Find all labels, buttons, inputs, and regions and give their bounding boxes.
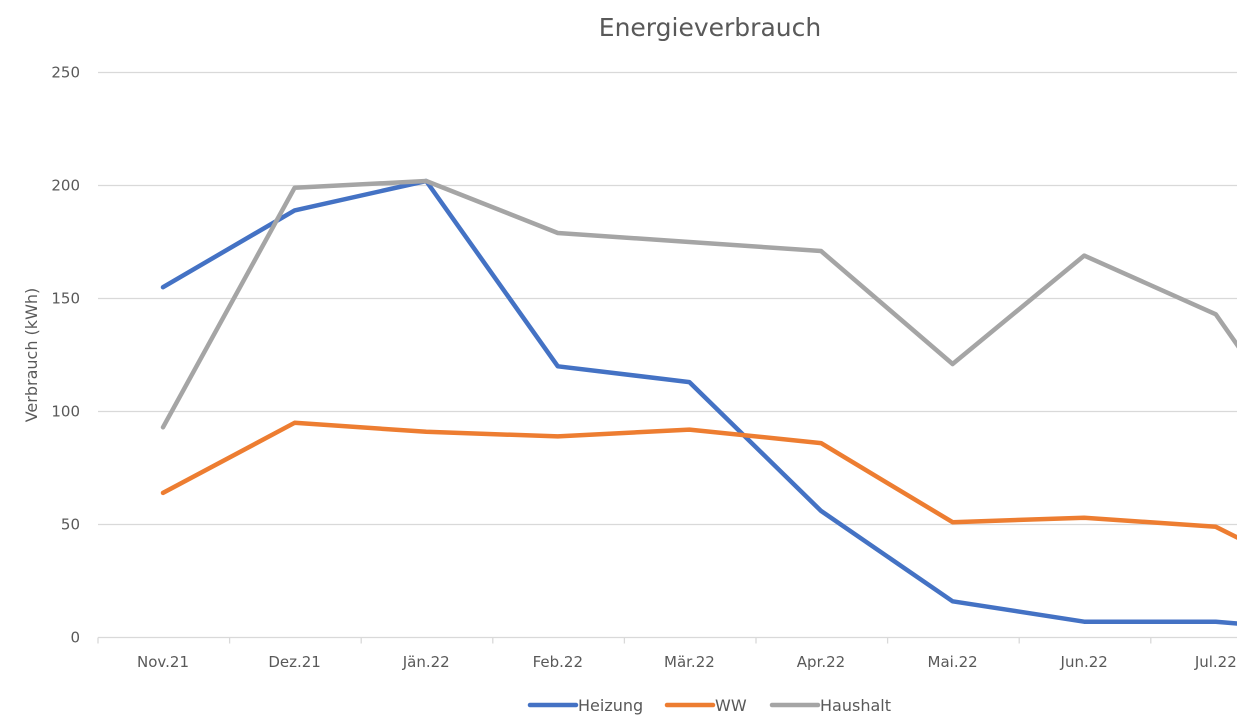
y-axis-ticks: 0 50 100 150 200 250	[51, 64, 80, 647]
series-line-haushalt	[160, 178, 1237, 430]
x-tick-label: Jun.22	[1060, 653, 1108, 671]
y-tick-label: 200	[51, 177, 80, 195]
y-tick-label: 50	[61, 516, 80, 534]
x-tick-label: Mai.22	[928, 653, 978, 671]
x-tick-label: Dez.21	[268, 653, 321, 671]
chart-title: Energieverbrauch	[599, 13, 821, 42]
y-axis-label: Verbrauch (kWh)	[22, 288, 41, 423]
gridlines	[98, 71, 1237, 526]
legend-label: Haushalt	[820, 696, 891, 715]
legend: Heizung WW Haushalt	[527, 696, 891, 715]
legend-item-heizung[interactable]: Heizung	[527, 696, 643, 715]
y-tick-label: 150	[51, 290, 80, 308]
series-lines	[160, 178, 1237, 626]
legend-item-ww[interactable]: WW	[664, 696, 747, 715]
series-line-heizung	[160, 178, 1237, 626]
x-tick-label: Nov.21	[137, 653, 189, 671]
x-tick-label: Feb.22	[533, 653, 583, 671]
y-tick-label: 100	[51, 403, 80, 421]
x-tick-label: Jul.22	[1194, 653, 1237, 671]
x-tick-label: Mär.22	[664, 653, 715, 671]
x-axis: Nov.21 Dez.21 Jän.22 Feb.22 Mär.22 Apr.22 Mai.…	[97, 636, 1237, 671]
y-tick-label: 250	[51, 64, 80, 82]
x-tick-label: Apr.22	[797, 653, 845, 671]
legend-item-haushalt[interactable]: Haushalt	[769, 696, 891, 715]
legend-label: Heizung	[578, 696, 643, 715]
x-tick-label: Jän.22	[402, 653, 450, 671]
y-tick-label: 0	[70, 629, 80, 647]
legend-label: WW	[715, 696, 747, 715]
series-line-ww	[160, 420, 1237, 540]
